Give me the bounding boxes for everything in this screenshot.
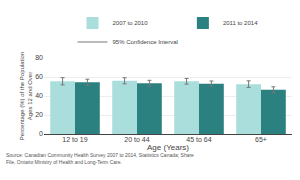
svg-text:80: 80 bbox=[35, 54, 43, 61]
svg-text:2007 to 2010: 2007 to 2010 bbox=[113, 20, 149, 26]
svg-text:95% Confidence Interval: 95% Confidence Interval bbox=[113, 39, 178, 45]
svg-text:60: 60 bbox=[35, 73, 43, 80]
svg-text:45 to 64: 45 to 64 bbox=[186, 136, 211, 143]
svg-text:Source: Canadian Community Hea: Source: Canadian Community Health Survey… bbox=[6, 152, 194, 165]
svg-text:Percentage (%) of the Populati: Percentage (%) of the PopulationAges 12 … bbox=[19, 52, 33, 140]
svg-text:0: 0 bbox=[39, 130, 43, 137]
svg-text:65+: 65+ bbox=[255, 136, 267, 143]
svg-text:20 to 44: 20 to 44 bbox=[124, 136, 149, 143]
svg-text:Age (Years): Age (Years) bbox=[147, 143, 189, 152]
svg-text:40: 40 bbox=[35, 92, 43, 99]
svg-text:2011 to 2014: 2011 to 2014 bbox=[223, 20, 258, 26]
svg-text:12 to 19: 12 to 19 bbox=[62, 136, 87, 143]
svg-text:20: 20 bbox=[35, 111, 43, 118]
